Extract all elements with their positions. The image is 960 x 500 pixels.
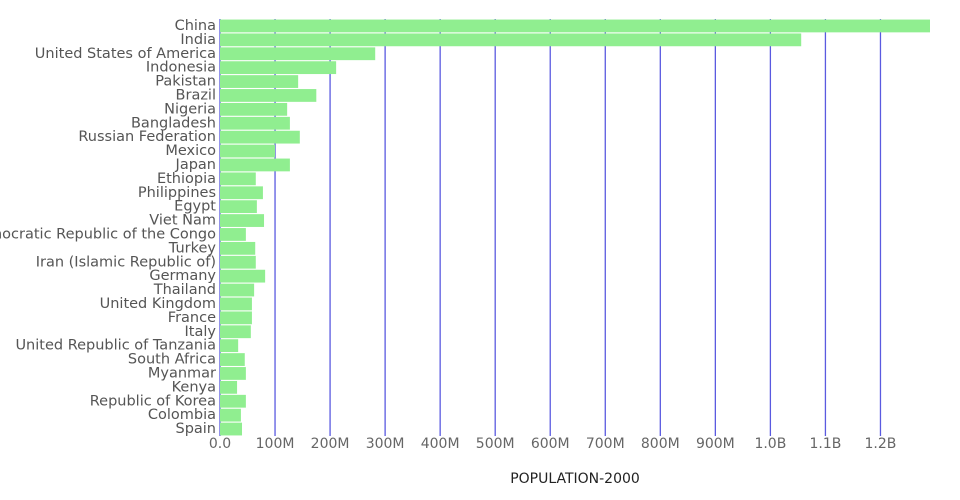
bar [220, 102, 288, 116]
bar [220, 144, 276, 158]
x-tick-label: 500M [476, 436, 515, 452]
y-tick-label: China [175, 18, 216, 34]
bar [220, 325, 251, 339]
x-axis-title: POPULATION-2000 [510, 471, 640, 487]
bar [220, 33, 802, 47]
bar [220, 367, 246, 380]
y-tick-label: India [180, 32, 216, 48]
y-tick-label: United Republic of Tanzania [15, 338, 216, 354]
x-tick-label: 300M [366, 436, 405, 452]
y-tick-label: Brazil [176, 87, 216, 103]
bar [220, 297, 252, 311]
bar [220, 283, 255, 297]
bar [220, 241, 256, 255]
y-tick-label: Spain [175, 421, 216, 437]
bar [220, 61, 337, 75]
y-tick-label: Bangladesh [131, 115, 216, 131]
bar [220, 130, 300, 144]
y-tick-label: Pakistan [155, 74, 216, 90]
bar [220, 172, 256, 186]
bar [220, 47, 376, 61]
y-tick-label: Iran (Islamic Republic of) [36, 254, 216, 270]
bar [220, 394, 246, 408]
y-tick-label: Philippines [138, 185, 216, 201]
bar [220, 255, 256, 269]
bar [220, 380, 238, 394]
bar [220, 214, 265, 227]
y-tick-label: United Kingdom [100, 296, 216, 312]
bar [220, 19, 930, 33]
bar [220, 158, 290, 172]
x-tick-label: 800M [641, 436, 680, 452]
bar [220, 75, 299, 88]
bar [220, 353, 245, 366]
bar [220, 228, 246, 241]
y-tick-label: Democratic Republic of the Congo [0, 226, 216, 242]
y-tick-label: Ethiopia [157, 171, 216, 187]
x-tick-label: 100M [256, 436, 295, 452]
bar [220, 422, 243, 436]
bar [220, 186, 263, 200]
x-tick-label: 1.1B [809, 436, 841, 452]
x-tick-label: 400M [421, 436, 460, 452]
y-tick-label: Myanmar [148, 365, 216, 381]
x-tick-label: 600M [531, 436, 570, 452]
x-tick-label: 700M [586, 436, 625, 452]
y-tick-label: Indonesia [146, 60, 216, 76]
y-tick-label: Republic of Korea [90, 393, 216, 409]
x-tick-label: 1.0B [754, 436, 786, 452]
y-tick-label: Colombia [148, 407, 216, 423]
x-tick-label: 900M [696, 436, 735, 452]
y-tick-label: Turkey [168, 240, 217, 256]
y-tick-label: South Africa [128, 352, 216, 368]
y-tick-label: France [168, 310, 216, 326]
bar [220, 269, 266, 283]
bar [220, 339, 239, 353]
x-tick-label: 1.2B [865, 436, 897, 452]
bar [220, 116, 290, 130]
y-tick-label: Egypt [174, 199, 216, 215]
bar [220, 408, 241, 422]
x-tick-label: 200M [311, 436, 350, 452]
y-tick-label: Mexico [165, 143, 216, 159]
y-tick-label: Russian Federation [78, 129, 216, 145]
y-tick-label: Germany [149, 268, 216, 284]
bar [220, 89, 317, 102]
y-tick-label: Japan [175, 157, 216, 173]
y-tick-label: Viet Nam [149, 213, 216, 229]
y-tick-label: Thailand [153, 282, 216, 298]
bar [220, 311, 252, 325]
bar [220, 200, 257, 214]
y-tick-label: Kenya [172, 379, 216, 395]
y-tick-label: Nigeria [164, 101, 216, 117]
y-tick-label: Italy [185, 324, 217, 340]
y-tick-label: United States of America [35, 46, 216, 62]
x-tick-label: 0.0 [209, 436, 231, 452]
